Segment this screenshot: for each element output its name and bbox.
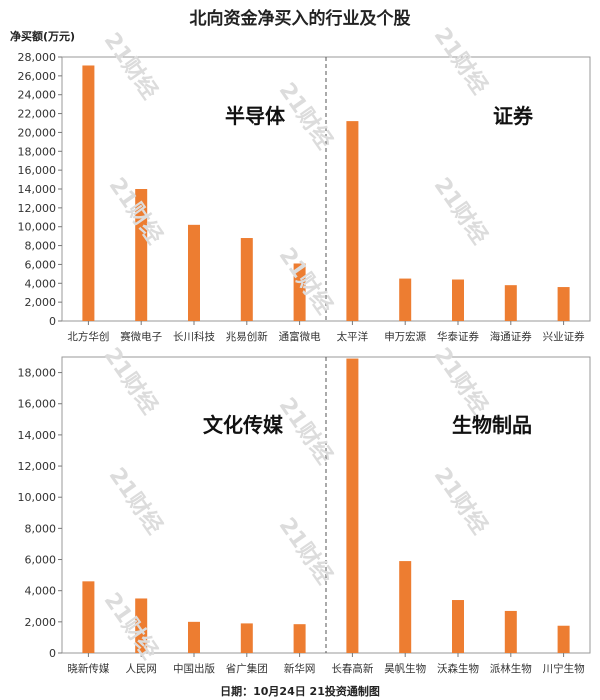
- category-label: 兴业证券: [543, 330, 585, 343]
- bar: [188, 621, 200, 653]
- bar: [504, 610, 517, 653]
- sector-label: 生物制品: [452, 413, 532, 437]
- y-tick-label: 0: [49, 315, 56, 328]
- category-label: 新华网: [284, 662, 316, 675]
- y-tick-label: 26,000: [18, 70, 57, 83]
- bar: [240, 238, 253, 321]
- bar: [346, 358, 359, 653]
- y-tick-label: 8,000: [25, 522, 57, 535]
- category-label: 兆易创新: [226, 330, 268, 343]
- bar: [557, 625, 570, 653]
- y-tick-label: 12,000: [18, 460, 57, 473]
- chart-footer: 日期：10月24日 21投资通制图: [220, 685, 380, 698]
- y-axis-unit-label: 净买额(万元): [10, 30, 76, 43]
- category-label: 华泰证券: [437, 330, 479, 343]
- category-label: 通富微电: [279, 330, 321, 343]
- category-label: 长春高新: [331, 662, 373, 675]
- category-label: 申万宏源: [384, 330, 426, 343]
- watermark-text: 21财经: [99, 28, 163, 104]
- category-label: 昊帆生物: [384, 662, 426, 675]
- category-label: 派林生物: [490, 662, 532, 675]
- watermark-text: 21财经: [429, 343, 493, 419]
- bar: [346, 121, 359, 321]
- sector-label: 文化传媒: [203, 413, 284, 437]
- category-label: 太平洋: [337, 330, 369, 343]
- bar: [82, 65, 95, 321]
- y-tick-label: 12,000: [18, 202, 57, 215]
- category-label: 海通证券: [490, 330, 532, 343]
- bar: [399, 278, 412, 321]
- category-label: 晓新传媒: [67, 662, 109, 675]
- bar: [293, 263, 306, 321]
- bar: [135, 598, 148, 653]
- bar: [504, 285, 517, 321]
- bar: [293, 624, 306, 653]
- y-tick-label: 18,000: [18, 367, 57, 380]
- category-label: 省广集团: [226, 662, 268, 675]
- bar: [452, 600, 464, 653]
- bar: [188, 224, 200, 321]
- sector-label: 证券: [493, 104, 534, 128]
- category-label: 北方华创: [67, 330, 109, 343]
- y-tick-label: 22,000: [18, 108, 57, 121]
- watermark-text: 21财经: [99, 343, 163, 419]
- y-tick-label: 2,000: [25, 616, 57, 629]
- y-tick-label: 4,000: [25, 585, 57, 598]
- watermark-text: 21财经: [429, 463, 493, 539]
- y-tick-label: 28,000: [18, 51, 57, 64]
- bar: [557, 287, 570, 321]
- category-label: 长川科技: [173, 330, 215, 343]
- watermark-text: 21财经: [274, 243, 338, 319]
- chart-title: 北向资金净买入的行业及个股: [189, 9, 411, 29]
- sector-label: 半导体: [225, 104, 286, 128]
- category-label: 中国出版: [173, 662, 215, 675]
- y-tick-label: 14,000: [18, 429, 57, 442]
- y-tick-label: 24,000: [18, 89, 57, 102]
- y-tick-label: 10,000: [18, 221, 57, 234]
- bar: [240, 623, 253, 653]
- bar: [82, 581, 95, 653]
- y-tick-label: 6,000: [25, 554, 57, 567]
- category-label: 川宁生物: [543, 662, 585, 675]
- y-tick-label: 16,000: [18, 164, 57, 177]
- y-tick-label: 4,000: [25, 277, 57, 290]
- category-label: 赛微电子: [120, 330, 162, 343]
- category-label: 人民网: [125, 663, 157, 675]
- watermark-text: 21财经: [274, 513, 338, 589]
- y-tick-label: 10,000: [18, 491, 57, 504]
- watermark-text: 21财经: [429, 173, 493, 249]
- y-tick-label: 20,000: [18, 126, 57, 139]
- y-tick-label: 6,000: [25, 258, 57, 271]
- y-tick-label: 18,000: [18, 145, 57, 158]
- bar: [452, 279, 464, 321]
- watermark-text: 21财经: [429, 23, 493, 99]
- y-tick-label: 14,000: [18, 183, 57, 196]
- y-tick-label: 2,000: [25, 296, 57, 309]
- category-label: 沃森生物: [437, 662, 479, 675]
- y-tick-label: 0: [49, 647, 56, 660]
- y-tick-label: 8,000: [25, 240, 57, 253]
- y-tick-label: 16,000: [18, 398, 57, 411]
- watermark-text: 21财经: [274, 393, 338, 469]
- watermark-text: 21财经: [104, 463, 168, 539]
- bar: [399, 561, 412, 653]
- bar: [135, 189, 148, 321]
